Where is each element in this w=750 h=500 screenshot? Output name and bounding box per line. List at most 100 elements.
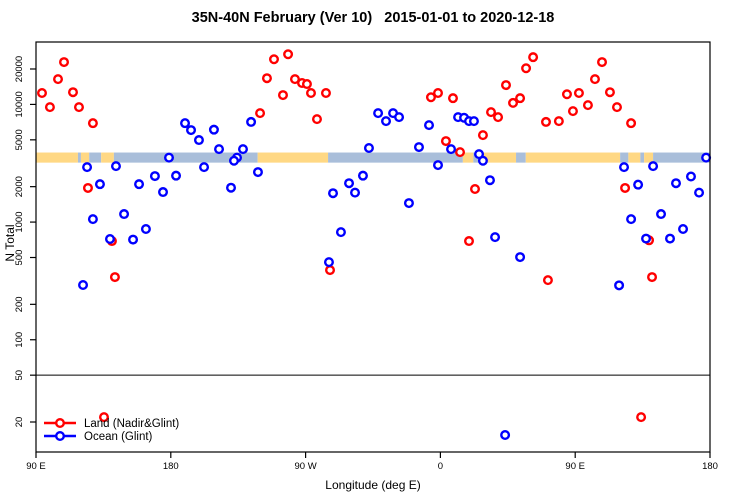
data-point-ocean [357, 170, 368, 181]
legend-label: Land (Nadir&Glint) [84, 418, 179, 430]
data-point-land [521, 63, 532, 74]
x-tick-label: 180 [163, 461, 179, 472]
surface-band-land [628, 152, 641, 163]
surface-band-ocean [653, 152, 710, 163]
data-point-ocean [656, 209, 667, 220]
data-point-ocean [193, 135, 204, 146]
data-point-land [261, 73, 272, 84]
data-point-ocean [500, 430, 511, 441]
data-point-land [109, 272, 120, 283]
data-point-land [277, 90, 288, 101]
legend-label: Ocean (Glint) [84, 431, 153, 443]
data-point-ocean [199, 162, 210, 173]
data-point-land [561, 89, 572, 100]
y-tick-label: 500 [14, 250, 25, 266]
data-point-ocean [424, 120, 435, 131]
data-point-ocean [694, 187, 705, 198]
surface-band-land [462, 152, 474, 163]
data-point-ocean [323, 257, 334, 268]
data-point-ocean [665, 233, 676, 244]
data-point-land [597, 57, 608, 68]
data-point-ocean [229, 155, 240, 166]
data-point-ocean [468, 116, 479, 127]
data-point-ocean [614, 280, 625, 291]
surface-band-ocean [89, 152, 102, 163]
data-point-ocean [641, 233, 652, 244]
data-point-ocean [515, 252, 526, 263]
data-point-ocean [237, 144, 248, 155]
data-point-land [44, 102, 55, 113]
data-point-land [464, 236, 475, 247]
data-point-ocean [171, 170, 182, 181]
y-tick-label: 2000 [14, 176, 25, 197]
data-point-ocean [104, 234, 115, 245]
data-point-land [311, 114, 322, 125]
data-point-land [67, 87, 78, 98]
surface-band-ocean [77, 152, 81, 163]
data-point-land [611, 102, 622, 113]
data-point-ocean [619, 162, 630, 173]
data-point-land [289, 74, 300, 85]
data-point-land [582, 100, 593, 111]
x-tick-label: 90 E [26, 461, 46, 472]
data-point-land [255, 108, 266, 119]
plot-box [35, 41, 711, 453]
data-point-ocean [433, 160, 444, 171]
y-tick-label: 20 [14, 417, 25, 428]
data-point-land [589, 74, 600, 85]
x-tick-label: 180 [702, 461, 718, 472]
data-point-ocean [246, 116, 257, 127]
data-point-land [508, 97, 519, 108]
data-point-land [528, 52, 539, 63]
data-point-land [604, 87, 615, 98]
y-tick-label: 20000 [14, 56, 25, 82]
data-point-ocean [477, 155, 488, 166]
data-point-land [53, 74, 64, 85]
data-point-land [573, 88, 584, 99]
surface-band-ocean [620, 152, 629, 163]
surface-band-land [644, 152, 654, 163]
data-point-ocean [252, 167, 263, 178]
data-point-ocean [214, 144, 225, 155]
data-point-ocean [78, 279, 89, 290]
data-point-ocean [164, 152, 175, 163]
surface-band-ocean [328, 152, 463, 163]
data-point-ocean [490, 232, 501, 243]
data-point-land [626, 118, 637, 129]
data-point-ocean [671, 178, 682, 189]
surface-band-ocean [113, 152, 258, 163]
data-point-ocean [363, 143, 374, 154]
data-point-land [433, 88, 444, 99]
data-point-land [87, 118, 98, 129]
x-axis-title: Longitude (deg E) [325, 478, 421, 492]
data-point-land [542, 275, 553, 286]
data-point-ocean [685, 171, 696, 182]
surface-band-land [483, 152, 517, 163]
data-point-land [620, 182, 631, 193]
data-point-ocean [110, 161, 121, 172]
data-point-ocean [134, 179, 145, 190]
data-point-ocean [413, 142, 424, 153]
surface-band-land [101, 152, 114, 163]
data-point-land [268, 54, 279, 65]
x-tick-label: 90 W [295, 461, 317, 472]
x-tick-label: 90 E [565, 461, 585, 472]
data-point-land [469, 184, 480, 195]
y-tick-label: 10000 [14, 91, 25, 117]
data-point-ocean [180, 118, 191, 129]
data-point-ocean [350, 187, 361, 198]
data-point-ocean [701, 152, 712, 163]
surface-band-land [525, 152, 621, 163]
data-point-ocean [119, 209, 130, 220]
surface-band-ocean [640, 152, 645, 163]
data-point-ocean [394, 112, 405, 123]
data-point-land [320, 88, 331, 99]
data-point-ocean [208, 124, 219, 135]
data-point-ocean [158, 187, 169, 198]
data-point-ocean [87, 214, 98, 225]
data-point-land [440, 136, 451, 147]
data-point-land [455, 147, 466, 158]
data-point-ocean [373, 108, 384, 119]
